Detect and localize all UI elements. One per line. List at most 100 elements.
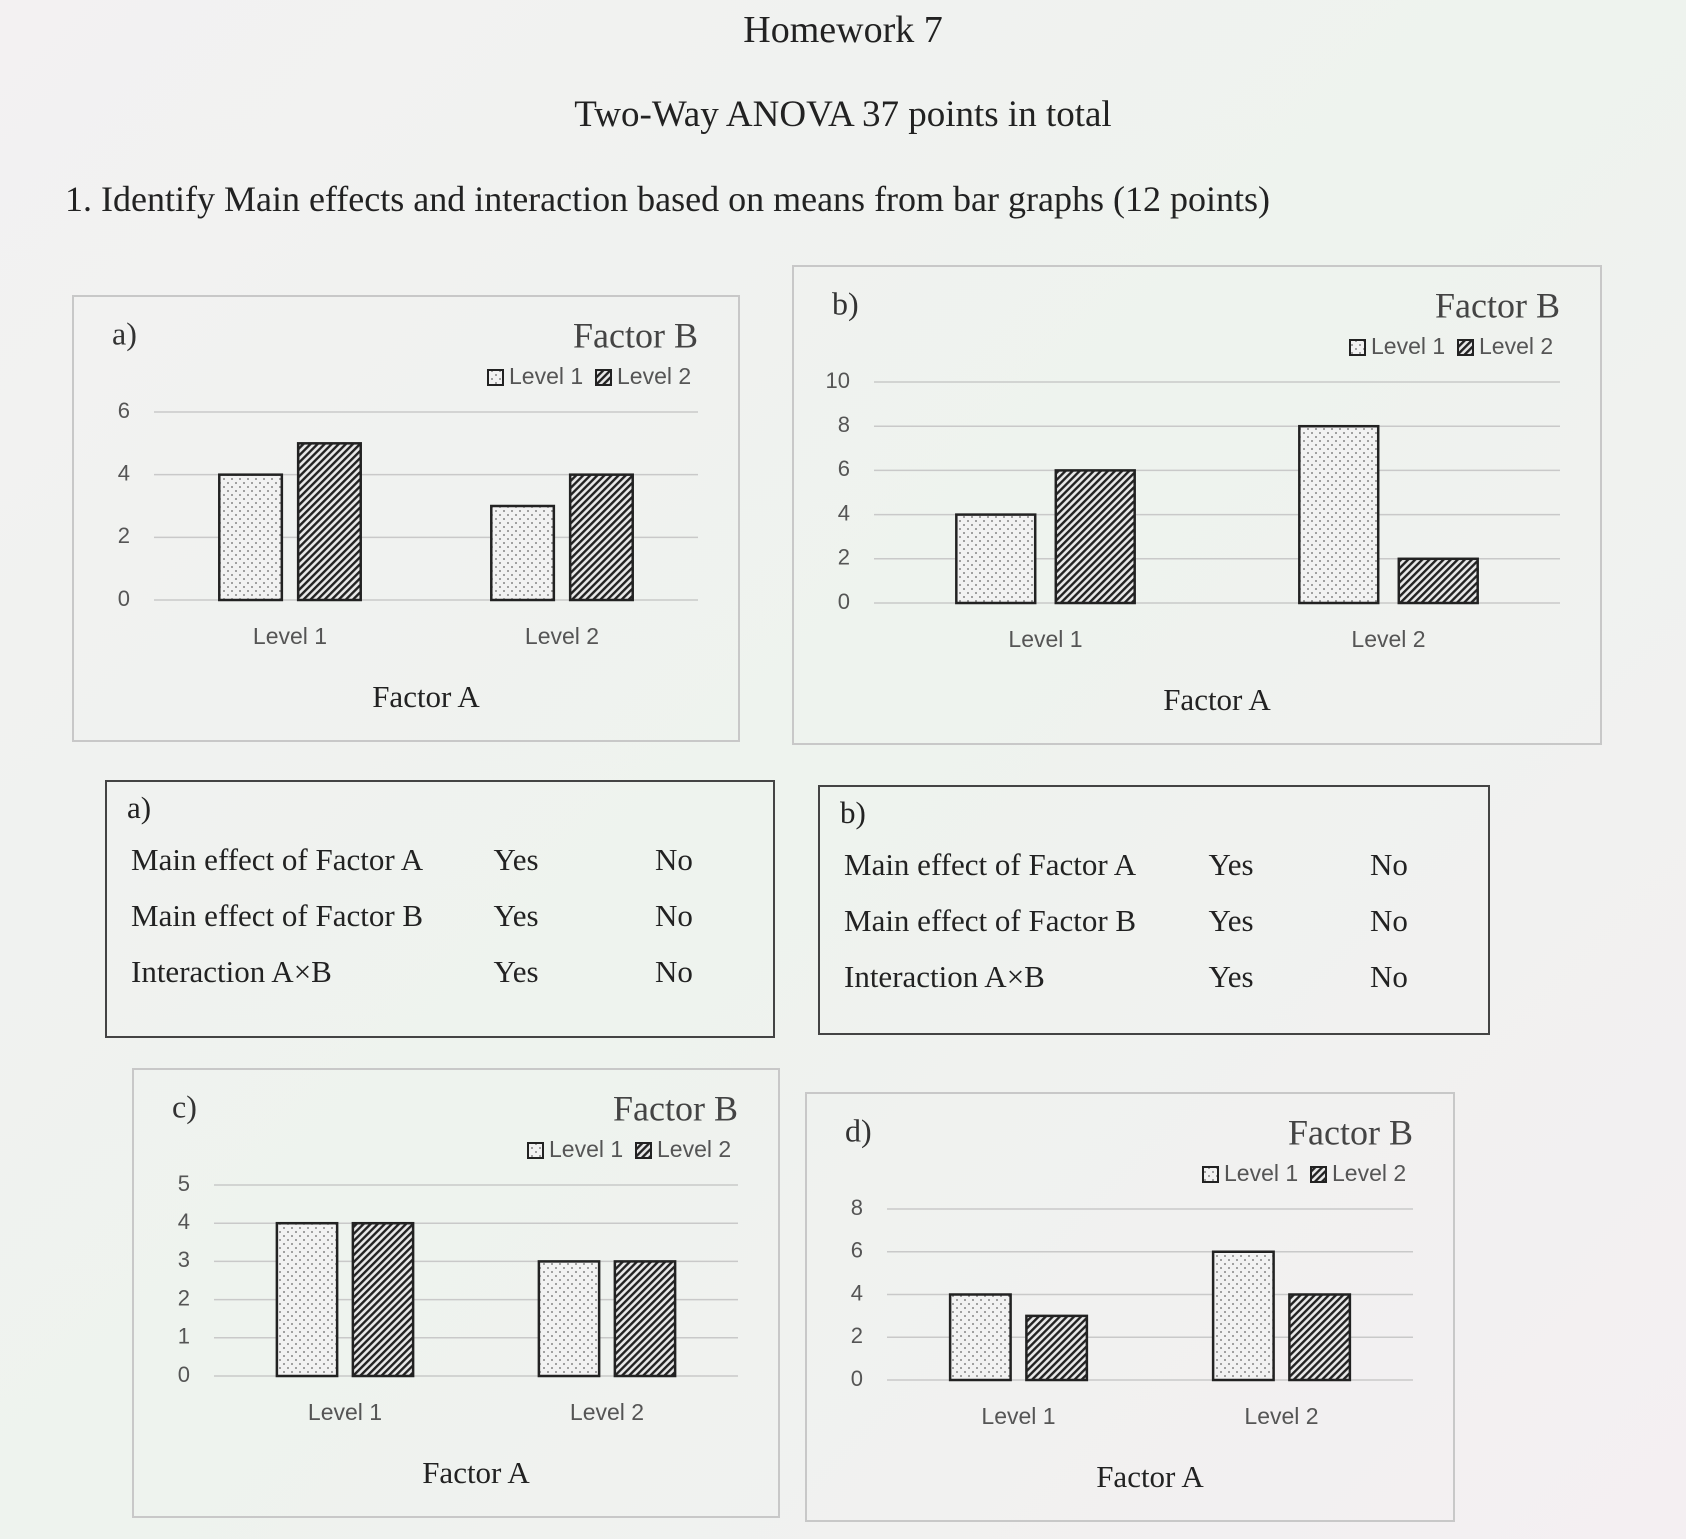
- answer-box: a) Main effect of Factor A Yes No Main effec…: [105, 780, 775, 1038]
- answer-option: No: [655, 954, 693, 989]
- y-tick-label: 0: [118, 586, 130, 611]
- question-item: Main effect of Factor A: [131, 842, 424, 877]
- y-tick-label: 4: [178, 1209, 190, 1234]
- answer-option: No: [1370, 847, 1408, 882]
- x-axis-title: Factor A: [422, 1455, 530, 1490]
- y-tick-label: 0: [178, 1362, 190, 1387]
- y-tick-label: 2: [851, 1323, 863, 1348]
- bar: [537, 1260, 601, 1378]
- legend-swatch: [635, 1142, 652, 1159]
- x-tick-label: Level 2: [1351, 626, 1425, 652]
- answer-option: No: [1370, 903, 1408, 938]
- bar: [568, 473, 634, 602]
- chart: a) Factor B Level 1 Level 2 0 2 4 6 Level 1 Level…: [112, 315, 698, 714]
- bar: [275, 1221, 339, 1378]
- answer-row: Main effect of Factor A Yes No: [840, 837, 1468, 893]
- chart-panel: d) Factor B Level 1 Level 2 0 2 4 6 8 Level 1 Leve…: [805, 1092, 1455, 1522]
- doc-title: Homework 7: [743, 9, 943, 51]
- box-label: b): [840, 795, 866, 830]
- x-tick-label: Level 1: [981, 1403, 1055, 1429]
- answer-option: No: [655, 898, 693, 933]
- chart-panel: b) Factor B Level 1 Level 2 0 2 4 6 8 10 Level 1 Le…: [792, 265, 1602, 745]
- x-tick-label: Level 1: [1008, 626, 1082, 652]
- legend-title: Factor B: [1435, 285, 1560, 325]
- y-tick-label: 6: [851, 1238, 863, 1263]
- y-tick-label: 8: [851, 1195, 863, 1220]
- answer-option: No: [655, 842, 693, 877]
- chart: b) Factor B Level 1 Level 2 0 2 4 6 8 10 Level 1 Le…: [826, 285, 1560, 717]
- bar: [218, 473, 284, 602]
- bar: [1054, 469, 1136, 605]
- legend-label: Level 1: [1371, 333, 1445, 359]
- y-tick-label: 1: [178, 1324, 190, 1349]
- answer-option: Yes: [493, 842, 539, 877]
- y-tick-label: 2: [178, 1285, 190, 1310]
- answer-table: Main effect of Factor A Yes No Main effect …: [127, 832, 753, 1000]
- y-tick-label: 6: [118, 398, 130, 423]
- panel-label: a): [112, 315, 137, 351]
- x-tick-label: Level 1: [308, 1399, 382, 1425]
- y-tick-label: 6: [838, 456, 850, 481]
- answer-row: Main effect of Factor B Yes No: [840, 893, 1468, 949]
- y-tick-label: 8: [838, 412, 850, 437]
- answer-box: b) Main effect of Factor A Yes No Main effec…: [818, 785, 1490, 1035]
- legend-label: Level 2: [1332, 1160, 1406, 1186]
- x-axis-title: Factor A: [372, 679, 480, 714]
- legend-label: Level 1: [509, 363, 583, 389]
- question-item: Main effect of Factor A: [844, 847, 1137, 882]
- legend-label: Level 1: [549, 1136, 623, 1162]
- bar: [1288, 1293, 1352, 1382]
- legend-title: Factor B: [613, 1088, 738, 1128]
- chart-panel: a) Factor B Level 1 Level 2 0 2 4 6 Level 1 Level…: [72, 295, 740, 742]
- legend-label: Level 2: [617, 363, 691, 389]
- bar: [948, 1293, 1012, 1382]
- bar: [1298, 424, 1380, 605]
- panel-label: d): [845, 1112, 872, 1148]
- answer-option: No: [1370, 959, 1408, 994]
- chart: c) Factor B Level 1 Level 2 0 1 2 3 4 5 Level 1 Lev…: [172, 1088, 738, 1490]
- bar: [296, 442, 362, 602]
- answer-option: Yes: [493, 898, 539, 933]
- x-tick-label: Level 1: [253, 623, 327, 649]
- legend-swatch: [527, 1142, 544, 1159]
- y-tick-label: 4: [118, 460, 130, 485]
- answer-option: Yes: [1208, 847, 1254, 882]
- legend-swatch: [487, 369, 504, 386]
- question-item: Main effect of Factor B: [844, 903, 1137, 938]
- x-tick-label: Level 2: [570, 1399, 644, 1425]
- answer-row: Main effect of Factor A Yes No: [127, 832, 753, 888]
- y-tick-label: 2: [838, 545, 850, 570]
- answer-table: Main effect of Factor A Yes No Main effect …: [840, 837, 1468, 1005]
- y-tick-label: 4: [851, 1280, 863, 1305]
- bar: [1025, 1314, 1089, 1382]
- legend-swatch: [595, 369, 612, 386]
- x-tick-label: Level 2: [1244, 1403, 1318, 1429]
- legend-swatch: [1202, 1166, 1219, 1183]
- legend-swatch: [1457, 339, 1474, 356]
- y-tick-label: 0: [851, 1366, 863, 1391]
- box-label: a): [127, 790, 152, 825]
- question: 1. Identify Main effects and interaction…: [65, 179, 1270, 219]
- y-tick-label: 10: [826, 368, 850, 393]
- answer-option: Yes: [1208, 903, 1254, 938]
- y-tick-label: 2: [118, 523, 130, 548]
- y-tick-label: 5: [178, 1171, 190, 1196]
- legend-label: Level 1: [1224, 1160, 1298, 1186]
- legend-title: Factor B: [1288, 1112, 1413, 1152]
- y-tick-label: 3: [178, 1247, 190, 1272]
- legend-swatch: [1310, 1166, 1327, 1183]
- bar: [613, 1260, 677, 1378]
- x-tick-label: Level 2: [525, 623, 599, 649]
- question-item: Main effect of Factor B: [131, 898, 424, 933]
- panel-label: b): [832, 285, 859, 321]
- panel-label: c): [172, 1088, 197, 1124]
- answer-option: Yes: [1208, 959, 1254, 994]
- bar: [1397, 557, 1479, 605]
- y-tick-label: 4: [838, 500, 850, 525]
- doc-subtitle: Two-Way ANOVA 37 points in total: [574, 94, 1112, 135]
- x-axis-title: Factor A: [1096, 1459, 1204, 1494]
- x-axis-title: Factor A: [1163, 682, 1271, 717]
- answer-row: Interaction A×B Yes No: [840, 949, 1468, 1005]
- bar: [351, 1221, 415, 1378]
